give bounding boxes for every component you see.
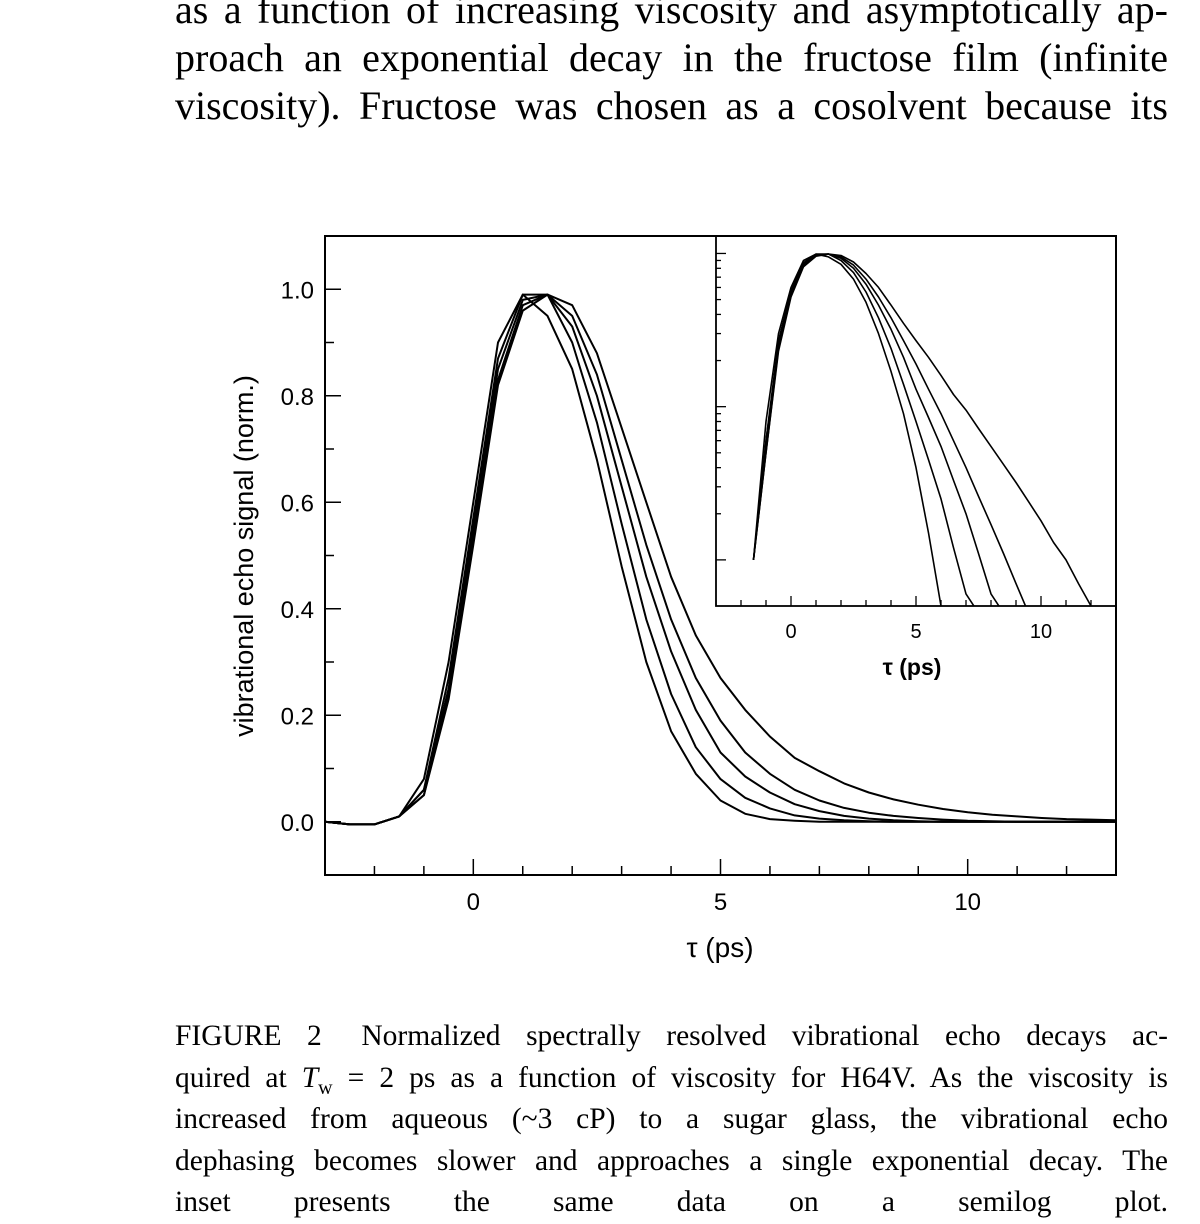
figure-label: FIGURE 2 — [175, 1020, 322, 1052]
x-tick-label: 0 — [467, 889, 480, 916]
inset-x-tick-label: 0 — [785, 621, 796, 643]
body-line: viscosity). Fructose was chosen as a cos… — [175, 83, 1168, 128]
inset-series-line-2 — [752, 253, 975, 606]
x-axis-label: τ (ps) — [686, 932, 753, 963]
body-line: proach an exponential decay in the fruct… — [175, 35, 1168, 80]
y-tick-label: 1.0 — [281, 277, 314, 304]
inset-x-tick-label: 10 — [1030, 621, 1052, 643]
plot-frame — [324, 235, 1117, 876]
caption-text: increased from aqueous (~3 cP) to a suga… — [175, 1103, 1168, 1135]
inset-x-tick-label: 5 — [910, 621, 921, 643]
body-text: as a function of increasing viscosity an… — [175, 0, 1168, 130]
y-tick-label: 0.8 — [281, 384, 314, 411]
y-tick-label: 0.6 — [281, 490, 314, 517]
y-tick-label: 0.4 — [281, 597, 314, 624]
caption-text: Normalized spectrally resolved vibration… — [361, 1020, 1168, 1052]
series-line-5 — [324, 293, 1117, 826]
y-tick-label: 0.2 — [281, 703, 314, 730]
caption-symbol: T — [301, 1061, 319, 1094]
caption-subscript: w — [318, 1076, 333, 1099]
inset-series-line-5 — [752, 253, 1093, 606]
caption-text: = 2 ps as a function of viscosity for H6… — [332, 1061, 1169, 1094]
x-tick-label: 10 — [954, 889, 981, 916]
y-axis-label: vibrational echo signal (norm.) — [229, 375, 259, 737]
body-line: as a function of increasing viscosity an… — [175, 0, 1168, 32]
caption-text: inset presents the same data on a semilo… — [175, 1186, 1168, 1218]
x-tick-label: 5 — [714, 889, 727, 916]
inset-x-axis-label: τ (ps) — [883, 654, 942, 680]
caption-text: quired at — [175, 1061, 302, 1094]
inset-series-line-1 — [752, 253, 943, 606]
figure-caption: FIGURE 2 Normalized spectrally resolved … — [175, 1016, 1168, 1224]
caption-text: dephasing becomes slower and approaches … — [175, 1144, 1168, 1177]
y-tick-label: 0.0 — [281, 810, 314, 837]
